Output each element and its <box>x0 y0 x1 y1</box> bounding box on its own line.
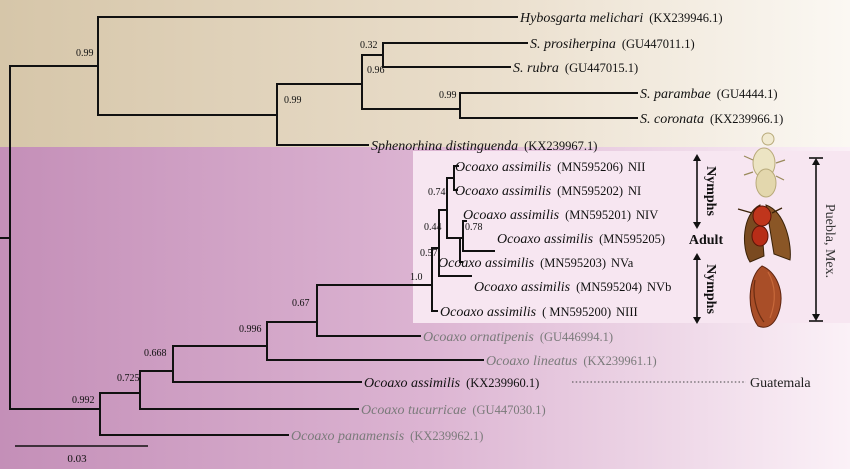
tip-label: Ocoaxo assimilis ( MN595200) NIII <box>440 305 638 320</box>
support-value: 0.96 <box>367 65 385 76</box>
accession-number: (GU447030.1) <box>472 403 545 417</box>
nymph-bottom-image <box>749 265 782 328</box>
taxon-name: Ocoaxo assimilis <box>497 232 594 247</box>
accession-number: (KX239967.1) <box>524 139 597 153</box>
tip-labels: Hybosgarta melichari (KX239946.1) S. prosi… <box>291 11 783 444</box>
support-values: 0.99 0.32 0.96 0.99 0.99 0.74 0.78 0.44 0.57 1.0 0… <box>72 40 483 406</box>
support-value: 0.99 <box>439 90 457 101</box>
taxon-name: Ocoaxo assimilis <box>364 376 461 391</box>
scale-bar-label: 0.03 <box>67 453 87 465</box>
tip-label: Ocoaxo panamensis (KX239962.1) <box>291 429 483 444</box>
taxon-name: Ocoaxo assimilis <box>455 184 552 199</box>
tip-label: S. prosiherpina (GU447011.1) <box>530 37 695 52</box>
nymph-top-image <box>743 132 786 198</box>
accession-number: (GU4444.1) <box>717 87 778 101</box>
taxon-name: S. prosiherpina <box>530 37 616 52</box>
support-value: 0.668 <box>144 348 167 359</box>
taxon-name: Ocoaxo ornatipenis <box>423 330 534 345</box>
support-value: 0.67 <box>292 298 310 309</box>
taxon-name: Ocoaxo assimilis <box>440 305 537 320</box>
accession-number: (GU446994.1) <box>540 330 613 344</box>
support-value: 0.996 <box>239 324 262 335</box>
support-value: 0.57 <box>420 248 438 259</box>
life-stage-code: NVb <box>647 280 671 294</box>
taxon-name: S. rubra <box>513 61 559 76</box>
accession-number: (GU447015.1) <box>565 61 638 75</box>
outgroup-band <box>0 0 850 147</box>
life-stage-code: NIII <box>616 305 638 319</box>
taxon-name: Hybosgarta melichari <box>519 11 643 26</box>
tip-label: Ocoaxo assimilis (MN595202) NI <box>455 184 641 199</box>
support-value: 0.99 <box>284 95 302 106</box>
life-stage-brackets <box>693 154 823 324</box>
accession-number: (KX239960.1) <box>466 376 539 390</box>
accession-number: (MN595201) <box>565 208 631 222</box>
life-stage-code: NI <box>628 184 641 198</box>
taxon-name: Ocoaxo tucurricae <box>361 403 466 418</box>
accession-number: (KX239962.1) <box>410 429 483 443</box>
tip-label: Ocoaxo assimilis (MN595204) NVb <box>474 280 671 295</box>
support-value: 0.99 <box>76 48 94 59</box>
accession-number: (KX239966.1) <box>710 112 783 126</box>
life-stage-code: NII <box>628 160 645 174</box>
support-value: 0.32 <box>360 40 378 51</box>
taxon-name: Ocoaxo lineatus <box>486 354 578 369</box>
accession-number: (MN595202) <box>557 184 623 198</box>
support-value: 0.44 <box>424 222 442 233</box>
tip-label: Sphenorhina distinguenda (KX239967.1) <box>371 139 597 154</box>
taxon-name: S. coronata <box>640 112 704 127</box>
support-value: 0.78 <box>465 222 483 233</box>
accession-number: (GU447011.1) <box>622 37 695 51</box>
tip-label: Ocoaxo lineatus (KX239961.1) <box>486 354 657 369</box>
taxon-name: Ocoaxo assimilis <box>474 280 571 295</box>
taxon-name: Sphenorhina distinguenda <box>371 139 518 154</box>
taxon-name: Ocoaxo assimilis <box>455 160 552 175</box>
taxon-name: Ocoaxo panamensis <box>291 429 405 444</box>
tip-label: Hybosgarta melichari (KX239946.1) <box>519 11 723 26</box>
tip-label: Ocoaxo assimilis (MN595201) NIV <box>463 208 658 223</box>
nymphs-top-label: Nymphs <box>703 166 718 216</box>
support-value: 0.725 <box>117 373 140 384</box>
tip-label: Ocoaxo tucurricae (GU447030.1) <box>361 403 546 418</box>
locality-mexico-label: Puebla, Mex. <box>822 204 837 278</box>
accession-number: ( MN595200) <box>542 305 611 319</box>
tip-label: Ocoaxo assimilis (KX239960.1) <box>364 376 539 391</box>
tip-label: Ocoaxo ornatipenis (GU446994.1) <box>423 330 613 345</box>
accession-number: (MN595204) <box>576 280 642 294</box>
adult-image <box>737 204 791 263</box>
tip-label: S. parambae (GU4444.1) <box>640 87 778 102</box>
taxon-name: Ocoaxo assimilis <box>463 208 560 223</box>
tip-label: S. coronata (KX239966.1) <box>640 112 783 127</box>
taxon-name: Ocoaxo assimilis <box>438 256 535 271</box>
accession-number: (KX239961.1) <box>583 354 656 368</box>
accession-number: (KX239946.1) <box>649 11 722 25</box>
tip-label: Ocoaxo assimilis (MN595203) NVa <box>438 256 634 271</box>
tip-label: Ocoaxo assimilis (MN595206) NII <box>455 160 645 175</box>
accession-number: (MN595206) <box>557 160 623 174</box>
taxon-name: S. parambae <box>640 87 711 102</box>
adult-label: Adult <box>689 233 724 248</box>
tip-label: S. rubra (GU447015.1) <box>513 61 638 76</box>
life-stage-code: NVa <box>611 256 634 270</box>
life-stage-code: NIV <box>636 208 658 222</box>
nymphs-bottom-label: Nymphs <box>703 264 718 314</box>
locality-guatemala-label: Guatemala <box>750 376 811 391</box>
tree-branches <box>0 16 638 436</box>
support-value: 0.992 <box>72 395 95 406</box>
tip-label: Ocoaxo assimilis (MN595205) <box>497 232 665 247</box>
accession-number: (MN595205) <box>599 232 665 246</box>
support-value: 1.0 <box>410 272 423 283</box>
accession-number: (MN595203) <box>540 256 606 270</box>
support-value: 0.74 <box>428 187 446 198</box>
